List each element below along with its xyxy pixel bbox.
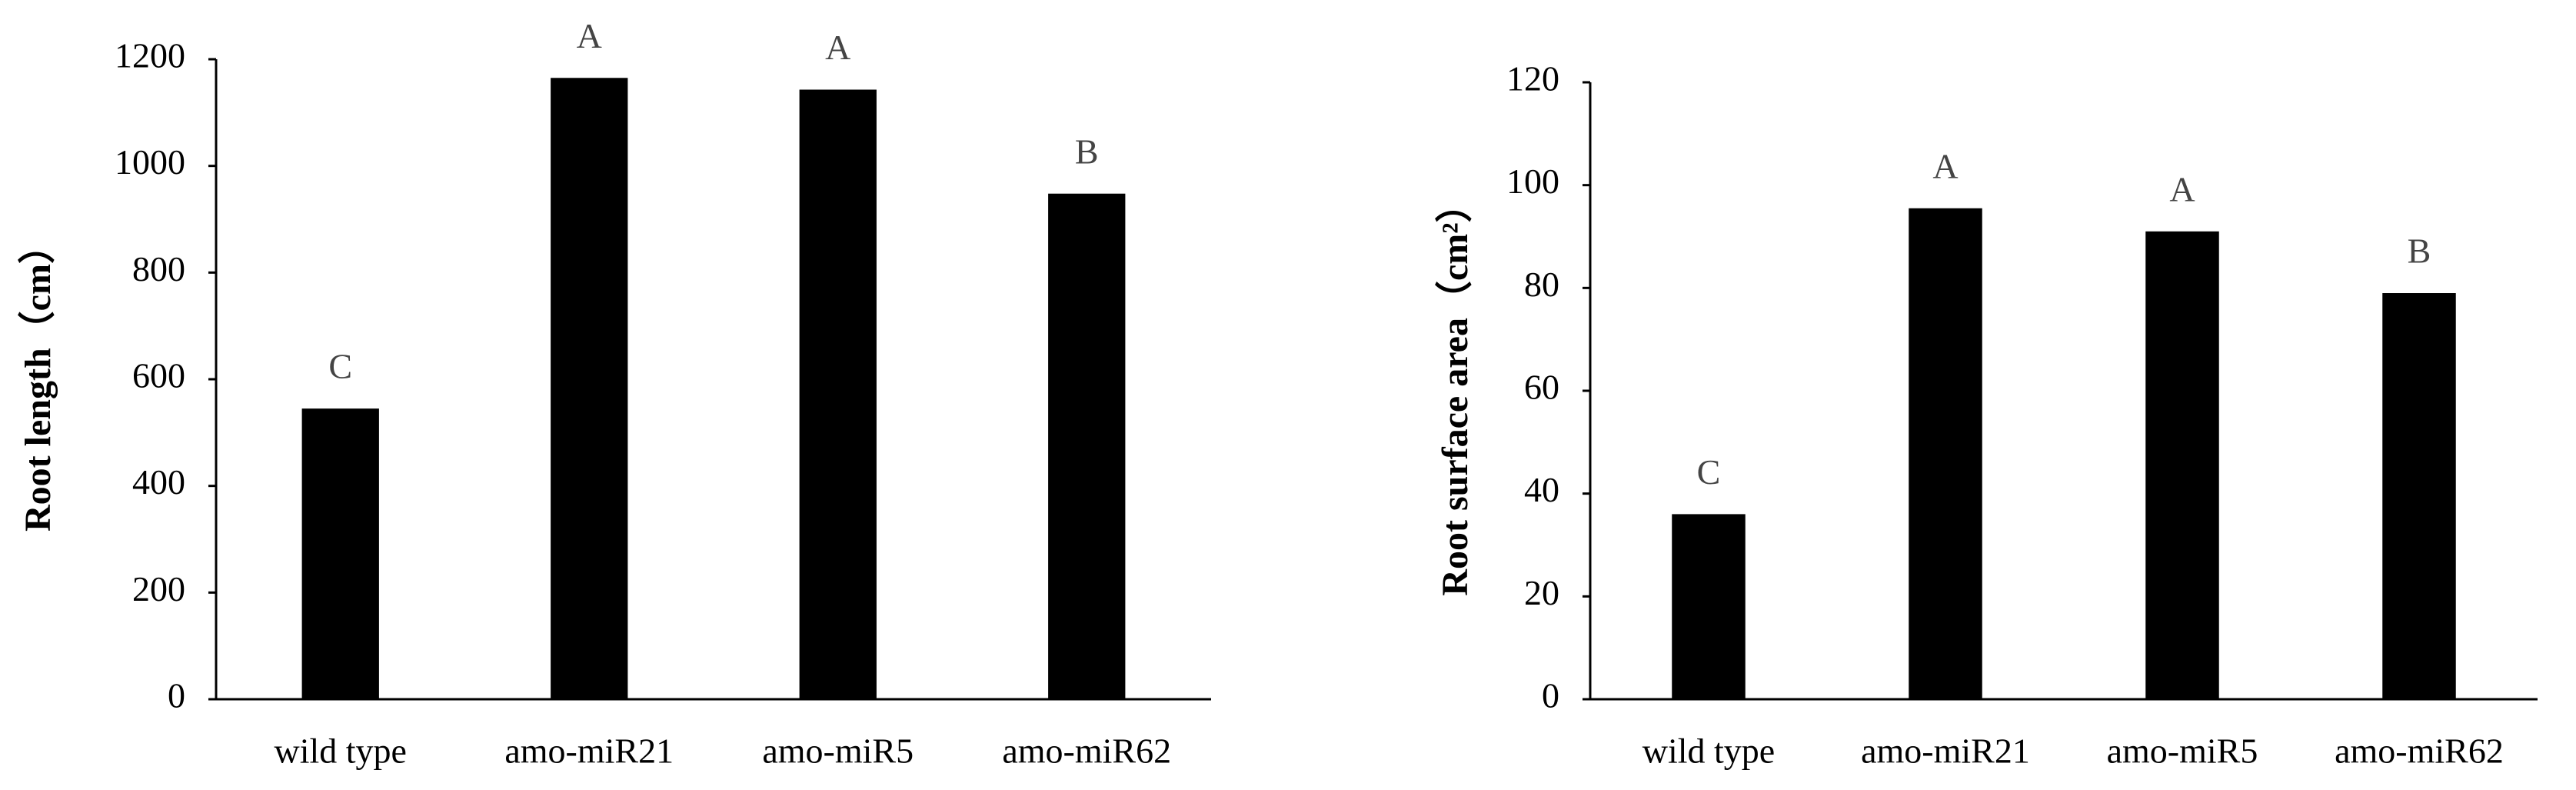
y-tick-label: 400 [132, 462, 185, 502]
y-tick-label: 100 [1506, 162, 1559, 201]
y-tick-label: 40 [1524, 470, 1559, 509]
chart: 0 20 40 60 80 100 120 Root surface area（cm²） wil… [1435, 59, 2538, 771]
x-tick-label: amo-miR21 [1861, 732, 2030, 771]
y-tick-label: 0 [168, 676, 185, 715]
bar [551, 78, 628, 700]
bar [301, 408, 379, 699]
significance-letter: A [577, 16, 602, 55]
significance-letter: A [2169, 169, 2195, 208]
bar [2145, 231, 2219, 700]
y-tick-label: 200 [132, 569, 185, 608]
x-tick-label: wild type [1642, 732, 1775, 771]
y-axis-title: Root length（cm） [18, 227, 58, 532]
x-tick-label: amo-miR5 [762, 732, 914, 771]
y-tick-label: 20 [1524, 573, 1559, 612]
x-tick-label: amo-miR62 [1002, 732, 1171, 771]
y-tick-label: 1200 [115, 36, 185, 75]
y-tick-label: 800 [132, 249, 185, 288]
y-tick-label: 0 [1542, 676, 1559, 715]
bar [1672, 514, 1746, 699]
x-tick-label: amo-miR5 [2107, 732, 2258, 771]
significance-letter: B [2408, 232, 2431, 271]
significance-letter: C [1697, 452, 1721, 492]
bar [2382, 293, 2456, 699]
bar [799, 89, 877, 699]
y-tick-label: 80 [1524, 265, 1559, 304]
x-tick-label: amo-miR62 [2335, 732, 2504, 771]
x-tick-label: amo-miR21 [504, 732, 674, 771]
significance-letter: B [1075, 132, 1099, 171]
bar [1909, 208, 1982, 699]
significance-letter: A [1932, 146, 1958, 185]
y-tick-label: 600 [132, 356, 185, 395]
significance-letter: C [328, 347, 352, 386]
y-tick-label: 60 [1524, 368, 1559, 407]
x-tick-label: wild type [275, 732, 407, 771]
y-tick-label: 1000 [115, 142, 185, 182]
significance-letter: A [825, 28, 850, 67]
y-axis-title: Root surface area（cm²） [1435, 185, 1476, 595]
chart: 0 200 400 600 800 1000 1200 Root length（cm） wild… [18, 16, 1211, 771]
bar [1048, 193, 1126, 700]
y-tick-label: 120 [1506, 59, 1559, 98]
